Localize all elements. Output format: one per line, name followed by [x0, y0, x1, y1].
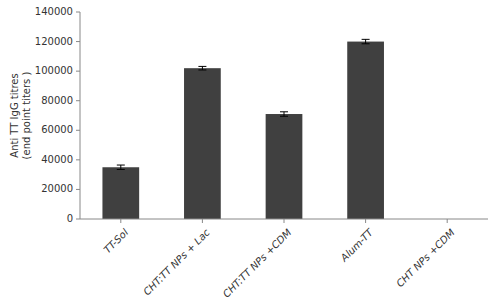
bar: [266, 114, 303, 219]
y-axis-label-line: Anti TT IgG titres: [9, 73, 20, 157]
x-tick-label: Alum-TT: [338, 226, 376, 264]
error-cap: [280, 111, 288, 112]
x-tick-label: TT-Sol: [102, 227, 131, 256]
x-tick: [284, 219, 285, 223]
y-tick: [76, 71, 80, 72]
y-tick: [76, 12, 80, 13]
x-axis: TT-Sol CHT:TT NPs + LacCHT:TT NPs +CDM Alu…: [102, 219, 457, 300]
y-axis-label: Anti TT IgG titres(end point titers ): [9, 72, 32, 160]
error-line: [202, 66, 203, 70]
y-axis-line: [80, 12, 81, 219]
error-bar: [362, 39, 370, 43]
error-line: [284, 112, 285, 116]
error-cap: [362, 43, 370, 44]
bar: [102, 167, 139, 219]
y-tick-label: 0: [67, 213, 73, 224]
y-tick: [76, 219, 80, 220]
error-line: [120, 165, 121, 169]
bar: [347, 42, 384, 219]
error-cap: [117, 165, 125, 166]
y-tick-label: 40000: [41, 154, 73, 165]
y-tick-label: 140000: [35, 6, 73, 17]
error-cap: [117, 169, 125, 170]
y-tick-label: 60000: [41, 124, 73, 135]
y-tick: [76, 100, 80, 101]
error-line: [365, 39, 366, 43]
y-axis-label-line: (end point titers ): [21, 72, 32, 160]
x-tick: [365, 219, 366, 223]
error-cap: [198, 66, 206, 67]
chart-svg: 0 20000 40000 60000 80000 100000 120000 140000 A…: [0, 0, 500, 301]
x-tick-label: CHT:TT NPs +CDM: [221, 226, 294, 299]
error-cap: [198, 69, 206, 70]
x-tick: [447, 219, 448, 223]
y-tick: [76, 189, 80, 190]
y-tick-label: 20000: [41, 183, 73, 194]
y-tick-label: 80000: [41, 95, 73, 106]
x-tick: [202, 219, 203, 223]
error-bar: [280, 112, 288, 116]
x-tick-label: CHT:TT NPs + Lac: [141, 226, 212, 297]
y-tick-label: 120000: [35, 36, 73, 47]
y-axis: 0 20000 40000 60000 80000 100000 120000 140000: [35, 6, 80, 224]
error-bar: [198, 66, 206, 70]
y-tick: [76, 41, 80, 42]
y-tick-label: 100000: [35, 65, 73, 76]
y-tick: [76, 130, 80, 131]
y-tick: [76, 159, 80, 160]
bar: [184, 68, 221, 219]
error-bar: [117, 165, 125, 169]
x-tick: [120, 219, 121, 223]
chart-container: 0 20000 40000 60000 80000 100000 120000 140000 A…: [0, 0, 500, 301]
error-cap: [362, 39, 370, 40]
bars: [102, 39, 384, 219]
error-cap: [280, 116, 288, 117]
x-tick-label: CHT NPs +CDM: [394, 226, 457, 289]
